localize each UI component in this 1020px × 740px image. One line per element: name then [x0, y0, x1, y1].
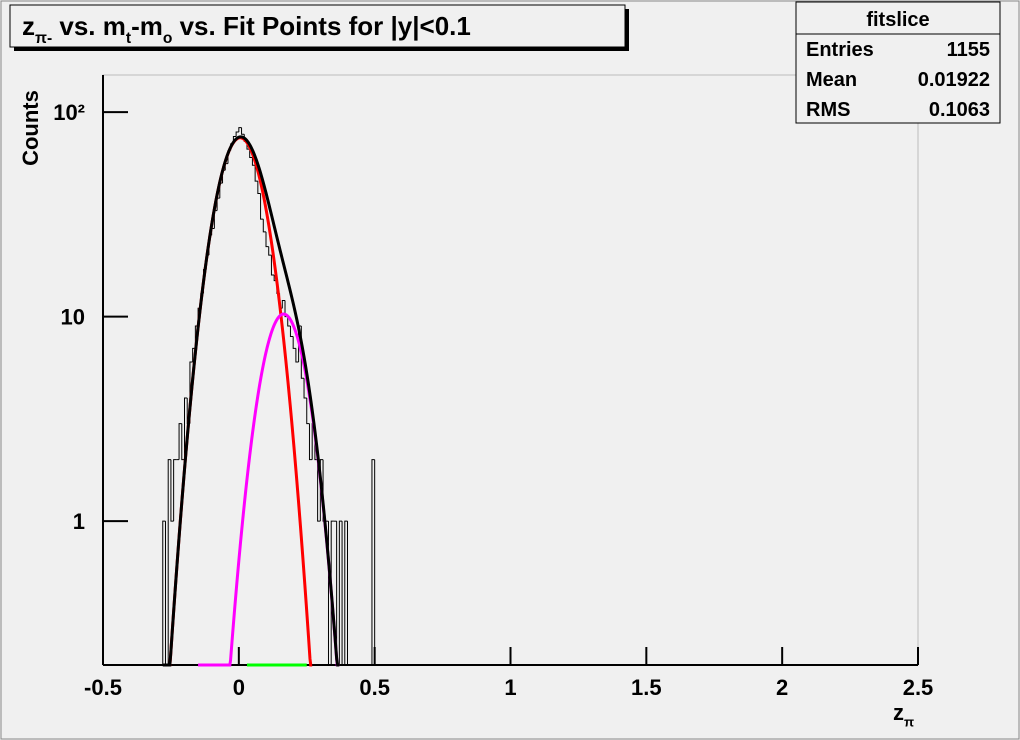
x-axis-title-part: z	[893, 700, 904, 725]
histogram-bin	[344, 520, 348, 665]
histogram-bin	[254, 165, 258, 182]
x-tick-label: 0.5	[359, 675, 390, 700]
histogram-bin	[374, 459, 378, 666]
histogram-bin	[249, 149, 253, 159]
stats-value: 0.1063	[929, 99, 990, 121]
chart-title-part: vs. Fit Points for |y|<0.1	[172, 11, 470, 41]
histogram-bin	[306, 398, 310, 425]
chart-title-part: -m	[131, 11, 163, 41]
histogram-bin	[330, 520, 334, 665]
chart-title-part: z	[22, 11, 35, 41]
histogram-bin	[241, 127, 245, 135]
histogram-bin	[295, 348, 299, 363]
histogram-bin	[173, 459, 177, 522]
histogram-bin	[178, 423, 182, 460]
histogram-bin	[317, 459, 321, 522]
histogram-bin	[289, 326, 294, 337]
chart-title-part: o	[163, 30, 173, 47]
stats-title: fitslice	[866, 9, 929, 31]
histogram-bin	[347, 521, 351, 666]
histogram-bin	[281, 299, 286, 309]
histogram-bin	[292, 336, 296, 349]
histogram-bin	[181, 423, 185, 461]
chart-title-part: t	[126, 30, 131, 47]
histogram-bin	[235, 131, 239, 137]
histogram-bin	[270, 255, 275, 276]
stats-value: 0.01922	[918, 69, 990, 91]
y-tick-label: 10²	[53, 100, 85, 125]
histogram-bin	[268, 246, 272, 256]
histogram-bin	[257, 181, 261, 195]
histogram-bin	[184, 397, 188, 460]
histogram-bin	[308, 423, 313, 461]
chart-title-part: π-	[35, 30, 52, 47]
histogram-bin	[338, 520, 343, 665]
histogram-bin	[303, 378, 307, 399]
stats-value: 1155	[947, 39, 990, 61]
x-tick-label: 0	[233, 675, 245, 700]
x-tick-label: 2.5	[903, 675, 934, 700]
stats-label: RMS	[806, 99, 850, 121]
stats-label: Mean	[806, 69, 857, 91]
x-tick-label: 2	[776, 675, 788, 700]
x-axis-title-part: π	[904, 715, 914, 730]
histogram-bin	[287, 316, 291, 327]
histogram-bin	[167, 459, 171, 665]
histogram-bin	[319, 459, 324, 522]
title-box	[9, 4, 626, 48]
y-tick-label: 1	[73, 509, 85, 534]
x-tick-label: -0.5	[84, 675, 122, 700]
chart-title-part: vs. m	[52, 11, 126, 41]
y-axis-title: Counts	[18, 90, 43, 166]
x-tick-label: 1	[504, 675, 516, 700]
histogram-bin	[238, 127, 242, 133]
x-tick-label: 1.5	[631, 675, 662, 700]
histogram-bin	[265, 231, 269, 248]
histogram-bin	[260, 193, 264, 220]
histogram-bin	[251, 157, 256, 166]
histogram-bin	[262, 219, 266, 233]
histogram-bin	[162, 520, 166, 665]
fit-curve	[162, 135, 340, 667]
histogram-bin	[371, 459, 375, 665]
stats-label: Entries	[806, 39, 874, 61]
chart-title: zπ- vs. mt-mo vs. Fit Points for |y|<0.1	[22, 11, 471, 47]
histogram-bin	[170, 459, 174, 522]
y-tick-label: 10	[61, 305, 85, 330]
histogram-bin	[341, 521, 345, 666]
stats-box	[795, 1, 1001, 124]
x-axis-title: zπ	[893, 700, 914, 730]
